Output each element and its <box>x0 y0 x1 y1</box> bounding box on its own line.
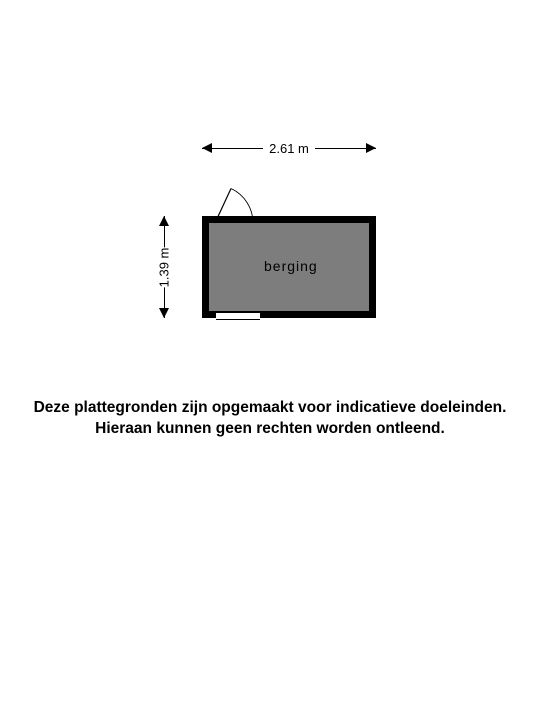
room-label: berging <box>264 258 318 274</box>
disclaimer-text: Deze plattegronden zijn opgemaakt voor i… <box>0 398 540 440</box>
dimension-width: 2.61 m <box>202 139 376 157</box>
dimension-height-label: 1.39 m <box>151 247 178 287</box>
disclaimer-line2: Hieraan kunnen geen rechten worden ontle… <box>95 420 445 437</box>
door-leaf <box>215 189 231 224</box>
floorplan-canvas: 2.61 m 1.39 m berging Deze plattegronden… <box>0 0 540 720</box>
threshold <box>216 312 260 320</box>
dimension-height: 1.39 m <box>155 216 173 318</box>
wall-right <box>369 216 376 318</box>
door-swing-icon <box>190 172 270 232</box>
arrow-right-icon <box>366 143 376 153</box>
door-arc <box>231 189 253 224</box>
arrow-up-icon <box>159 216 169 226</box>
arrow-left-icon <box>202 143 212 153</box>
dimension-width-label: 2.61 m <box>263 141 315 156</box>
disclaimer-line1: Deze plattegronden zijn opgemaakt voor i… <box>34 399 507 416</box>
arrow-down-icon <box>159 308 169 318</box>
